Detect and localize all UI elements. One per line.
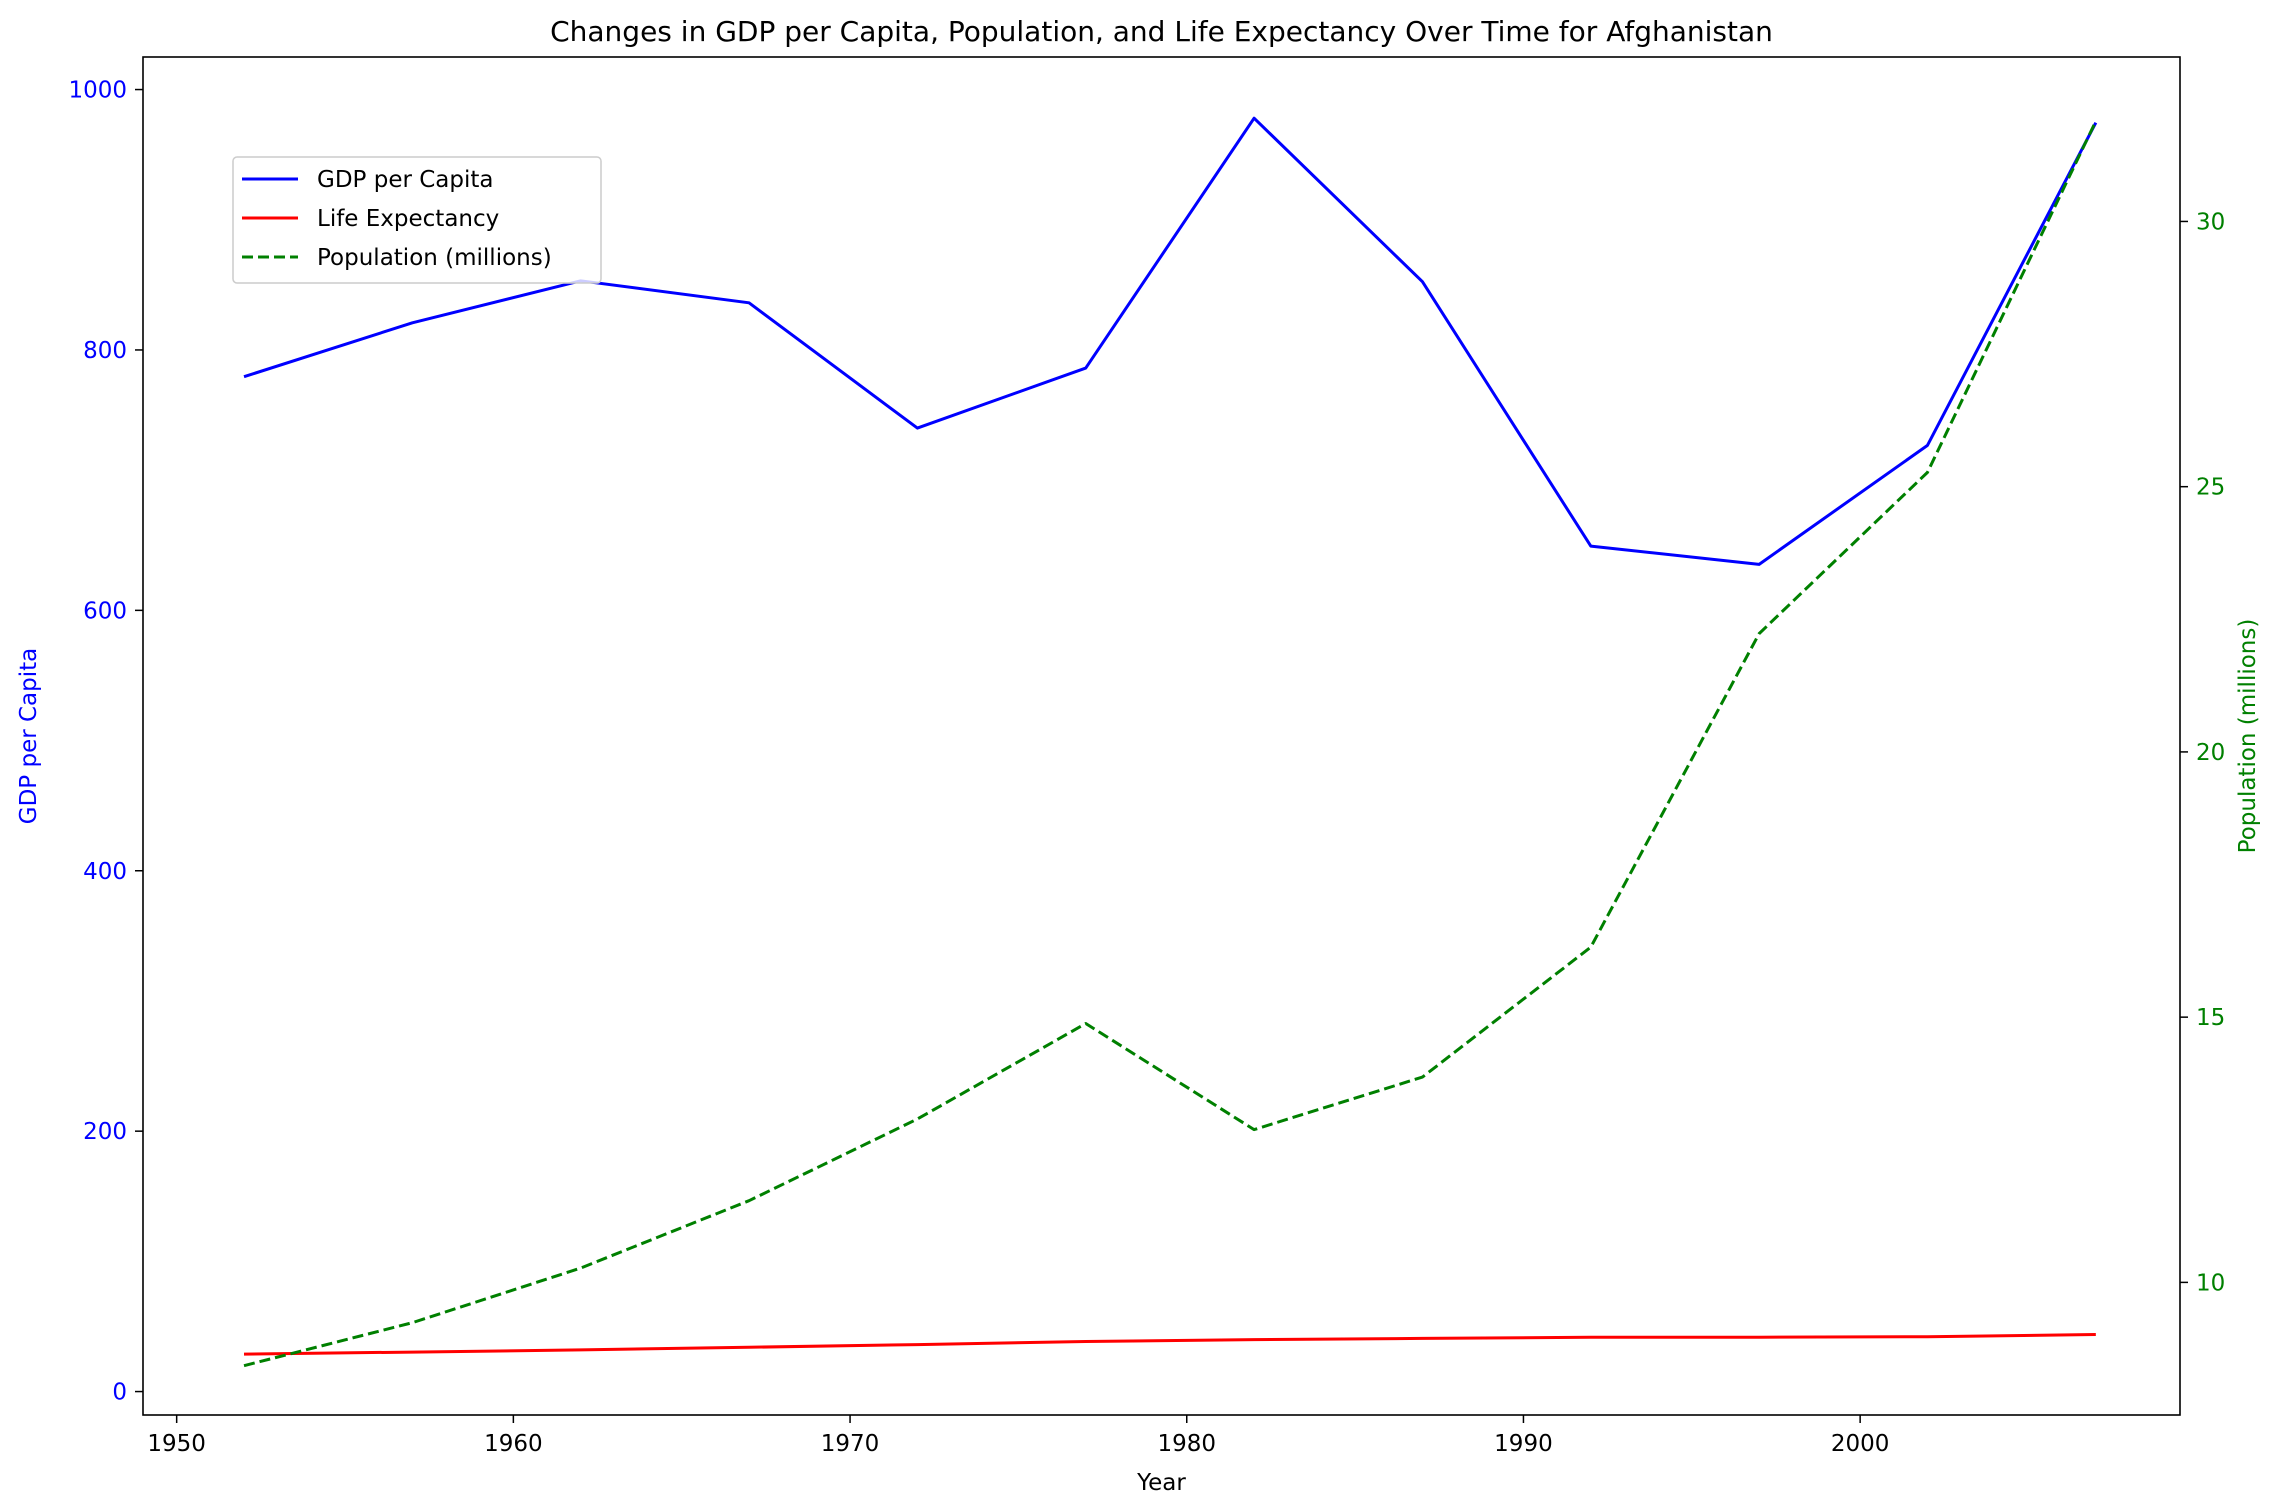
y-left-tick-label: 0 [112,1380,127,1406]
y-axis-left-label: GDP per Capita [16,648,42,825]
y-axis-right: 10 15 20 25 30 [2180,209,2225,1296]
legend-label-population-millions: Population (millions) [317,245,552,271]
x-tick-label: 1990 [1494,1431,1553,1457]
y-right-tick-label: 15 [2196,1005,2225,1031]
y-left-tick-label: 1000 [68,78,127,104]
y-right-tick-label: 25 [2196,475,2225,501]
series-line-life-expectancy [243,1333,2096,1356]
y-right-tick-label: 10 [2196,1270,2225,1296]
y-axis-right-label: Population (millions) [2235,619,2261,854]
series-layer [243,116,2098,1368]
x-tick-label: 1980 [1157,1431,1216,1457]
legend-label-life-expectancy: Life Expectancy [317,206,499,232]
y-axis-left: 0 200 400 600 800 1000 [68,78,143,1406]
y-right-tick-label: 30 [2196,209,2225,235]
series-line-population-millions [243,120,2098,1368]
legend-label-gdp-per-capita: GDP per Capita [317,167,494,193]
plot-frame [142,56,2181,1416]
y-left-tick-label: 800 [83,338,127,364]
x-axis-label: Year [1136,1470,1186,1496]
legend: GDP per Capita Life Expectancy Population … [232,156,602,284]
y-left-tick-label: 200 [83,1119,127,1145]
x-tick-label: 1950 [147,1431,206,1457]
y-right-tick-label: 20 [2196,740,2225,766]
y-left-tick-label: 400 [83,859,127,885]
x-tick-label: 1970 [821,1431,880,1457]
series-line-gdp-per-capita [243,116,2098,566]
y-left-tick-label: 600 [83,598,127,624]
x-tick-label: 2000 [1831,1431,1890,1457]
chart-title: Changes in GDP per Capita, Population, a… [550,15,1773,48]
x-tick-label: 1960 [484,1431,543,1457]
x-axis: 1950 1960 1970 1980 1990 2000 [147,1415,1889,1457]
legend-box [232,156,602,284]
